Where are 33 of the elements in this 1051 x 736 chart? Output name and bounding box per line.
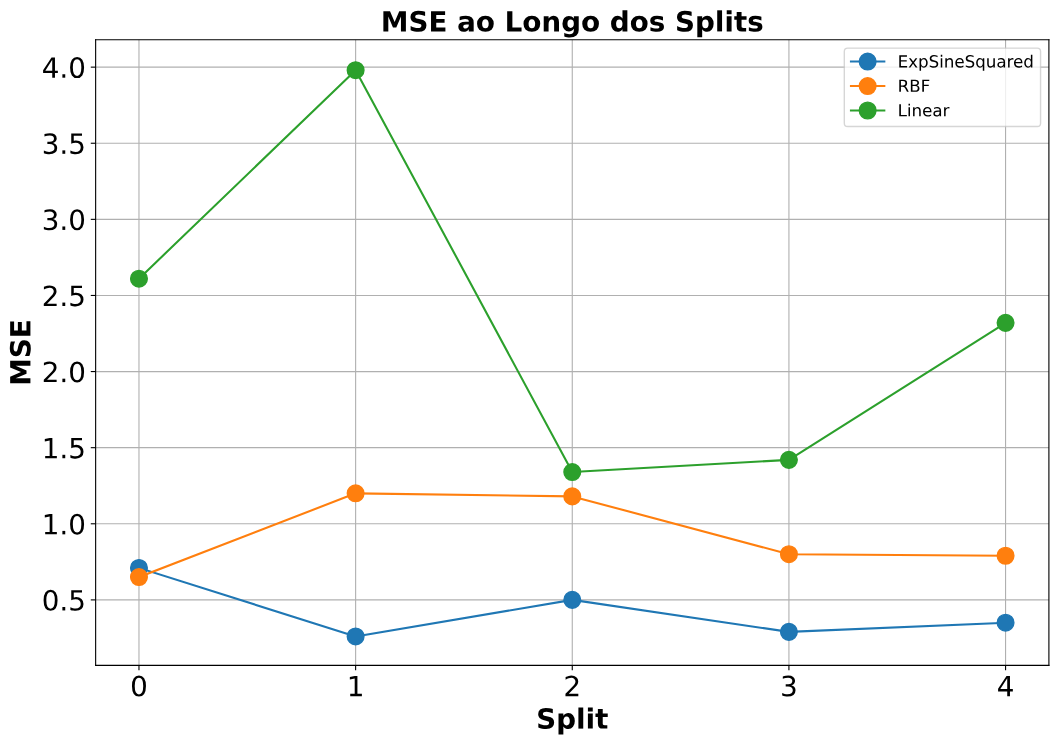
point bbox=[129, 568, 148, 587]
x-tick-label: 1 bbox=[349, 675, 362, 697]
y-tick-label: 2.0 bbox=[43, 361, 85, 383]
y-tick-label: 4.0 bbox=[43, 57, 85, 79]
y-tick-label: 2.5 bbox=[43, 285, 84, 307]
y-tick-label: 3.5 bbox=[43, 133, 84, 155]
point bbox=[346, 627, 365, 646]
point bbox=[996, 546, 1015, 565]
point bbox=[996, 313, 1015, 332]
point bbox=[346, 484, 365, 503]
legend-label: RBF bbox=[899, 79, 930, 92]
point bbox=[779, 545, 798, 564]
point bbox=[563, 487, 582, 506]
point bbox=[563, 463, 582, 482]
point bbox=[563, 590, 582, 609]
y-tick-label: 3.0 bbox=[43, 209, 85, 231]
chart-title: MSE ao Longo dos Splits bbox=[383, 10, 763, 38]
point bbox=[346, 61, 365, 80]
x-tick-label: 0 bbox=[131, 675, 146, 697]
x-tick-label: 4 bbox=[998, 675, 1013, 697]
x-axis-title: Split bbox=[538, 707, 608, 735]
point bbox=[996, 613, 1015, 632]
point bbox=[129, 269, 148, 288]
y-tick-label: 0.5 bbox=[43, 589, 84, 611]
y-tick-label: 1.0 bbox=[44, 513, 85, 535]
y-tick-label: 1.5 bbox=[44, 437, 84, 459]
x-tick-label: 3 bbox=[782, 675, 796, 697]
y-axis-title: MSE bbox=[9, 321, 31, 384]
point bbox=[779, 450, 798, 469]
point bbox=[779, 622, 798, 641]
legend-label: Linear bbox=[899, 103, 950, 117]
legend-label: ExpSineSquared bbox=[899, 54, 1033, 71]
x-tick-label: 2 bbox=[565, 675, 579, 697]
